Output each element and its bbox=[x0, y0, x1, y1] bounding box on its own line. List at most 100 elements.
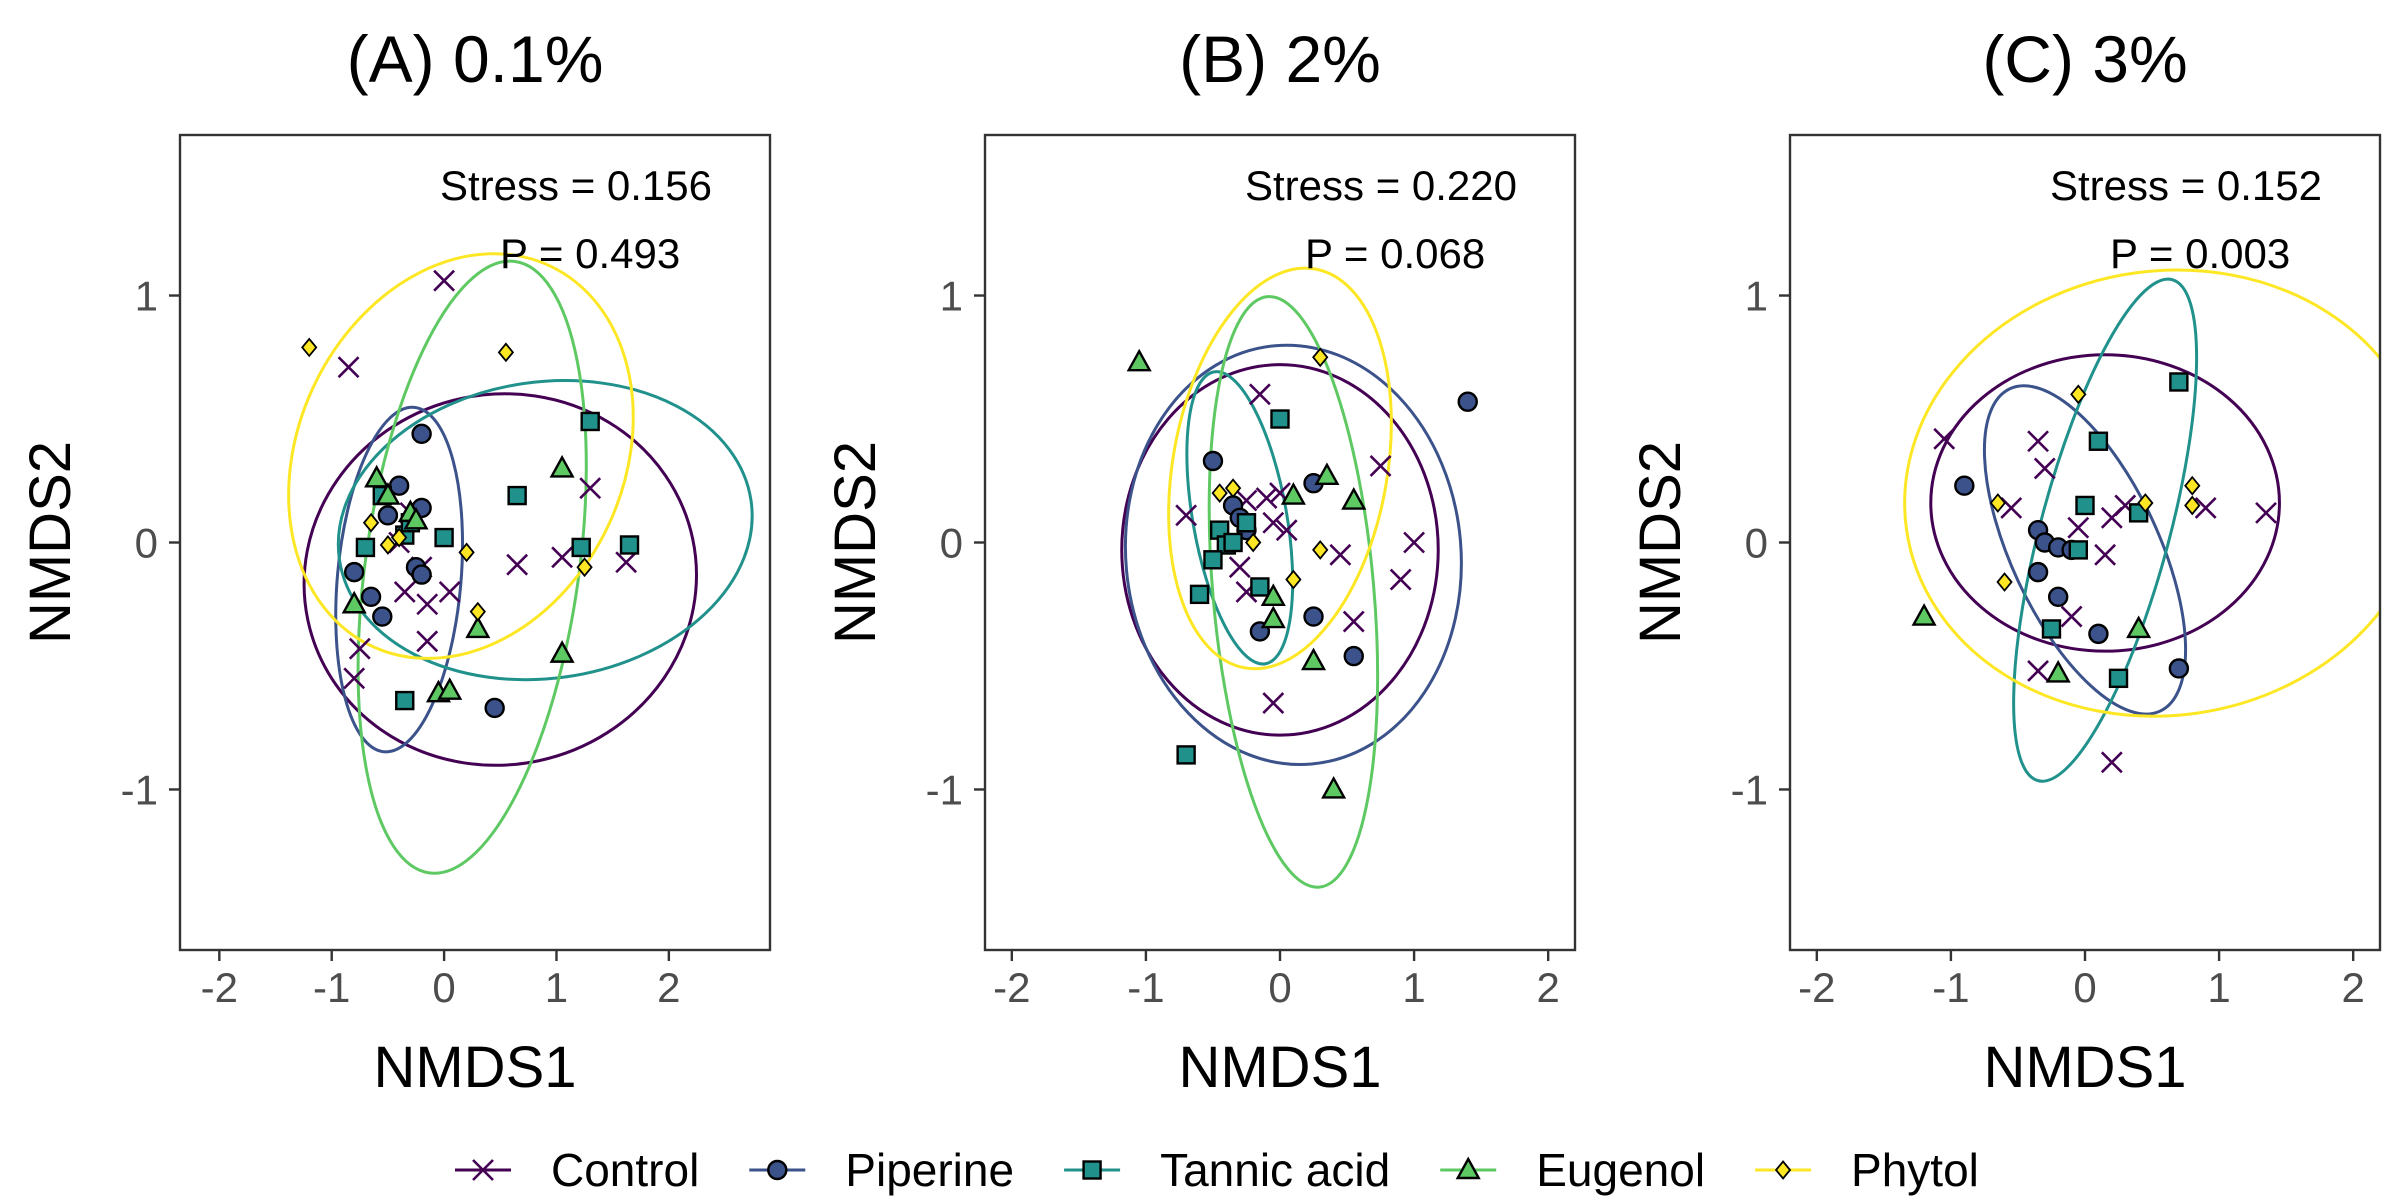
point-phytol bbox=[1211, 483, 1228, 504]
point-eugenol bbox=[403, 506, 429, 530]
point-phytol bbox=[1312, 539, 1329, 560]
panels: (A) 0.1% Stress = 0.156 P = 0.493 -2 -1 0 1 2 -1… bbox=[18, 22, 2382, 1100]
ellipse-control bbox=[1929, 353, 2281, 653]
panel-3: (C) 3% Stress = 0.152 P = 0.003 -2 -1 0 1 2 -1 0 1… bbox=[1628, 22, 2382, 1100]
point-phytol bbox=[1285, 569, 1302, 590]
x-tick-label: -1 bbox=[1932, 964, 1969, 1011]
point-control bbox=[2067, 516, 2090, 539]
ellipse-eugenol bbox=[356, 259, 588, 875]
y-tick-label: 1 bbox=[135, 273, 158, 320]
legend-label: Eugenol bbox=[1536, 1144, 1705, 1196]
point-control bbox=[1248, 383, 1271, 406]
point-phytol bbox=[379, 535, 397, 555]
point-tannic-acid bbox=[2068, 540, 2088, 560]
point-tannic-acid bbox=[2169, 372, 2189, 392]
point-eugenol bbox=[2045, 659, 2071, 683]
legend-marker-eugenol bbox=[1455, 1156, 1481, 1180]
point-phytol bbox=[1989, 493, 2007, 513]
point-tannic-acid bbox=[1270, 409, 1290, 429]
y-tick-label: -1 bbox=[121, 766, 158, 813]
ellipse-tannic-acid bbox=[336, 379, 754, 682]
ellipse-phytol bbox=[1167, 266, 1393, 671]
point-tannic-acid bbox=[1250, 577, 1270, 597]
plot-frame bbox=[983, 133, 1577, 952]
x-tick-label: 0 bbox=[1268, 964, 1291, 1011]
point-control bbox=[2255, 501, 2277, 524]
point-piperine bbox=[2088, 623, 2109, 645]
point-eugenol bbox=[1280, 482, 1306, 505]
point-eugenol bbox=[2126, 615, 2152, 639]
point-tannic-acid bbox=[580, 411, 600, 432]
ellipses bbox=[1903, 268, 2380, 783]
x-tick-label: 1 bbox=[1402, 964, 1425, 1011]
point-eugenol bbox=[1314, 462, 1340, 486]
point-control bbox=[2100, 751, 2123, 774]
point-control bbox=[416, 630, 439, 653]
ellipse-tannic-acid bbox=[1185, 370, 1295, 666]
point-tannic-acid bbox=[571, 537, 591, 558]
point-control bbox=[2060, 605, 2083, 628]
point-eugenol bbox=[1911, 603, 1937, 626]
ellipse-piperine bbox=[334, 405, 465, 754]
point-control bbox=[1262, 511, 1285, 534]
point-eugenol bbox=[465, 615, 491, 639]
point-tannic-acid bbox=[1189, 584, 1210, 605]
y-axis-label: NMDS2 bbox=[823, 441, 888, 644]
point-tannic-acid bbox=[1223, 532, 1243, 553]
point-phytol bbox=[458, 542, 475, 563]
point-control bbox=[1329, 543, 1352, 566]
points bbox=[301, 269, 640, 719]
legend: Control Piperine Tannic acid Eugenol Phytol bbox=[455, 1144, 1979, 1196]
point-piperine bbox=[2047, 586, 2069, 608]
point-tannic-acid bbox=[2041, 619, 2062, 639]
y-axis-label: NMDS2 bbox=[18, 441, 83, 644]
point-tannic-acid bbox=[619, 535, 640, 555]
point-phytol bbox=[2184, 475, 2201, 496]
point-phytol bbox=[301, 337, 318, 358]
point-control bbox=[1389, 568, 1412, 591]
point-tannic-acid bbox=[2075, 495, 2095, 516]
annotation: Stress = 0.156 bbox=[440, 162, 712, 209]
point-control bbox=[1933, 427, 1956, 450]
point-tannic-acid bbox=[2088, 431, 2109, 451]
point-eugenol bbox=[1260, 583, 1286, 607]
panel-1: (A) 0.1% Stress = 0.156 P = 0.493 -2 -1 0 1 2 -1… bbox=[18, 22, 772, 1100]
point-eugenol bbox=[364, 464, 390, 488]
panel-title: (A) 0.1% bbox=[347, 22, 604, 96]
point-piperine bbox=[484, 697, 505, 719]
point-control bbox=[1175, 504, 1198, 527]
point-piperine bbox=[1303, 606, 1324, 627]
point-eugenol bbox=[549, 640, 575, 663]
ellipses bbox=[1120, 266, 1463, 889]
x-axis-label: NMDS1 bbox=[1178, 1035, 1381, 1100]
point-control bbox=[438, 580, 461, 603]
point-piperine bbox=[360, 586, 382, 608]
ellipse-eugenol bbox=[1207, 295, 1380, 889]
point-eugenol bbox=[1341, 487, 1367, 510]
y-tick-label: 0 bbox=[135, 520, 158, 567]
point-eugenol bbox=[1260, 605, 1286, 629]
annotation: P = 0.068 bbox=[1305, 230, 1485, 277]
ellipse-control bbox=[1120, 363, 1440, 737]
point-piperine bbox=[1202, 450, 1224, 472]
point-control bbox=[2094, 543, 2117, 566]
point-control bbox=[1403, 531, 1426, 554]
point-phytol bbox=[1224, 478, 1242, 499]
ellipse-control bbox=[302, 392, 698, 767]
x-tick-label: 1 bbox=[545, 964, 568, 1011]
x-axis-label: NMDS1 bbox=[373, 1035, 576, 1100]
legend-item-control: Control bbox=[455, 1144, 699, 1196]
annotation: Stress = 0.220 bbox=[1245, 162, 1517, 209]
legend-label: Piperine bbox=[845, 1144, 1014, 1196]
point-eugenol bbox=[437, 677, 463, 700]
point-control bbox=[1228, 556, 1251, 579]
point-control bbox=[393, 580, 416, 603]
point-control bbox=[2194, 497, 2217, 519]
point-piperine bbox=[1954, 475, 1975, 496]
point-tannic-acid bbox=[434, 527, 454, 548]
legend-label: Control bbox=[551, 1144, 699, 1196]
ellipse-phytol bbox=[287, 252, 635, 660]
panel-title: (B) 2% bbox=[1179, 22, 1381, 96]
x-tick-label: 0 bbox=[432, 964, 455, 1011]
